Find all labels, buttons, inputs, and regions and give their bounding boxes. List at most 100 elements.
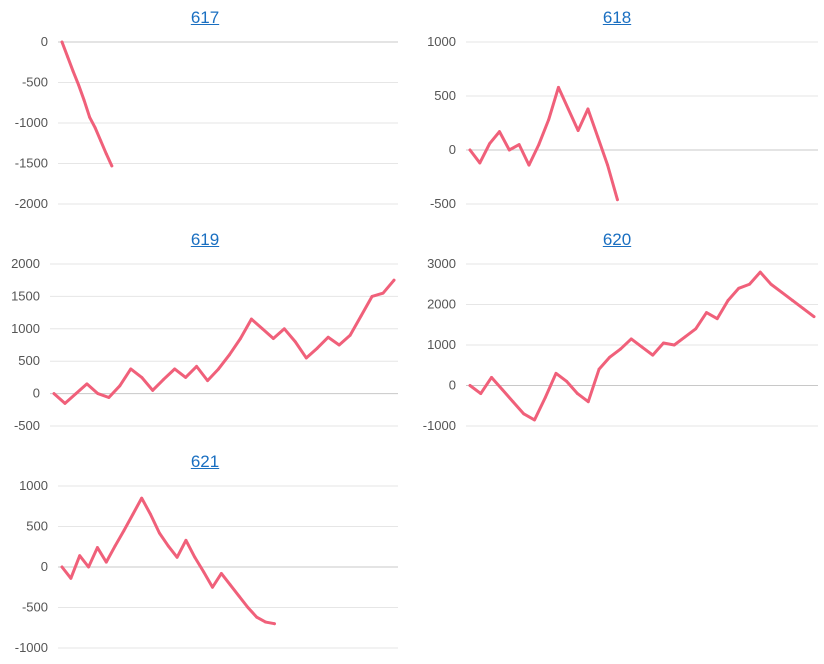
chart-title-link[interactable]: 620 bbox=[602, 230, 632, 249]
data-point bbox=[726, 299, 730, 302]
data-point bbox=[479, 392, 483, 395]
data-point bbox=[162, 377, 166, 381]
data-point bbox=[801, 307, 805, 310]
data-point bbox=[149, 512, 152, 516]
data-point bbox=[527, 163, 531, 167]
chart-panel-619: 619 2000 1500 1000 500 0 -500 bbox=[0, 230, 410, 442]
data-point bbox=[71, 69, 75, 73]
data-point bbox=[107, 396, 111, 399]
data-point bbox=[113, 544, 117, 548]
data-point bbox=[63, 401, 67, 405]
data-point bbox=[260, 327, 264, 331]
y-tick-label: 2000 bbox=[427, 297, 456, 312]
data-point bbox=[537, 143, 541, 146]
data-point bbox=[122, 529, 126, 532]
y-tick-label: -1500 bbox=[15, 156, 48, 171]
data-point bbox=[381, 291, 385, 295]
data-point bbox=[104, 560, 108, 564]
line-chart-620: 3000 2000 1000 0 -1000 bbox=[423, 256, 818, 433]
data-point bbox=[219, 572, 223, 575]
data-point bbox=[173, 367, 177, 371]
y-tick-label: 1000 bbox=[427, 34, 456, 49]
data-point bbox=[662, 341, 665, 345]
data-point bbox=[211, 585, 214, 589]
data-point bbox=[576, 392, 579, 395]
y-tick-label: 500 bbox=[26, 519, 48, 534]
y-tick-label: 0 bbox=[33, 386, 40, 401]
data-point bbox=[118, 384, 122, 388]
data-point bbox=[596, 135, 600, 139]
chart-title-link[interactable]: 621 bbox=[190, 452, 220, 471]
data-point bbox=[737, 286, 741, 290]
chart-title-link[interactable]: 618 bbox=[602, 8, 632, 27]
data-point bbox=[184, 376, 188, 379]
data-point bbox=[715, 317, 719, 321]
chart-title-link[interactable]: 619 bbox=[190, 230, 220, 249]
line-chart-619: 2000 1500 1000 500 0 -500 bbox=[11, 256, 398, 433]
y-tick-label: 0 bbox=[449, 378, 456, 393]
y-tick-label: -500 bbox=[22, 600, 48, 615]
data-point bbox=[99, 139, 103, 143]
data-point bbox=[619, 347, 622, 351]
data-point bbox=[271, 337, 275, 340]
series-line bbox=[52, 278, 396, 405]
chart-panel-620: 620 3000 2000 1000 0 -1000 bbox=[410, 230, 824, 442]
data-point bbox=[88, 115, 92, 119]
y-tick-label: -1000 bbox=[15, 115, 48, 130]
data-point bbox=[52, 392, 56, 395]
data-point bbox=[694, 327, 698, 331]
y-tick-label: 2000 bbox=[11, 256, 40, 271]
data-point bbox=[488, 142, 492, 145]
data-point bbox=[517, 143, 521, 146]
y-tick-label: 1500 bbox=[11, 288, 40, 303]
data-point bbox=[96, 546, 99, 549]
data-point bbox=[140, 376, 144, 379]
data-point bbox=[370, 295, 374, 298]
data-point bbox=[87, 565, 90, 569]
y-tick-label: -500 bbox=[14, 418, 40, 433]
data-point bbox=[606, 163, 609, 167]
data-point bbox=[468, 384, 472, 387]
chart-panel-621: 621 1000 500 0 -500 -1000 bbox=[0, 452, 410, 664]
data-point bbox=[586, 107, 590, 111]
data-point bbox=[543, 396, 547, 400]
data-point bbox=[282, 327, 286, 331]
line-chart-621: 1000 500 0 -500 -1000 bbox=[15, 478, 398, 655]
y-tick-label: 1000 bbox=[19, 478, 48, 493]
data-point bbox=[616, 198, 619, 202]
y-tick-label: 1000 bbox=[11, 321, 40, 336]
data-point bbox=[264, 620, 268, 624]
data-point bbox=[175, 555, 179, 559]
data-point bbox=[69, 576, 73, 580]
data-point bbox=[239, 337, 242, 340]
data-point bbox=[586, 400, 590, 404]
data-point bbox=[78, 554, 82, 558]
series-line bbox=[468, 85, 619, 202]
data-point bbox=[507, 148, 511, 152]
data-point bbox=[315, 346, 319, 350]
chart-panel-617: 617 0 -500 -1000 -1500 -2000 bbox=[0, 8, 410, 220]
y-tick-label: 3000 bbox=[427, 256, 456, 271]
data-point bbox=[511, 400, 515, 404]
data-point bbox=[547, 118, 551, 122]
data-point bbox=[565, 380, 569, 383]
data-point bbox=[812, 315, 816, 319]
data-point bbox=[195, 364, 198, 368]
data-point bbox=[293, 340, 297, 344]
y-tick-label: -1000 bbox=[15, 640, 48, 655]
data-point bbox=[82, 98, 86, 102]
data-point bbox=[597, 367, 601, 371]
chart-title-link[interactable]: 617 bbox=[190, 8, 220, 27]
data-point bbox=[217, 367, 220, 371]
data-point bbox=[566, 107, 570, 111]
data-point bbox=[758, 270, 762, 274]
data-point bbox=[498, 130, 501, 134]
data-point bbox=[77, 83, 80, 87]
data-point bbox=[672, 343, 676, 347]
data-point bbox=[166, 544, 170, 548]
y-tick-label: -2000 bbox=[15, 196, 48, 211]
data-point bbox=[557, 85, 560, 89]
data-point bbox=[184, 538, 188, 542]
data-point bbox=[129, 367, 133, 371]
data-point bbox=[337, 343, 341, 347]
